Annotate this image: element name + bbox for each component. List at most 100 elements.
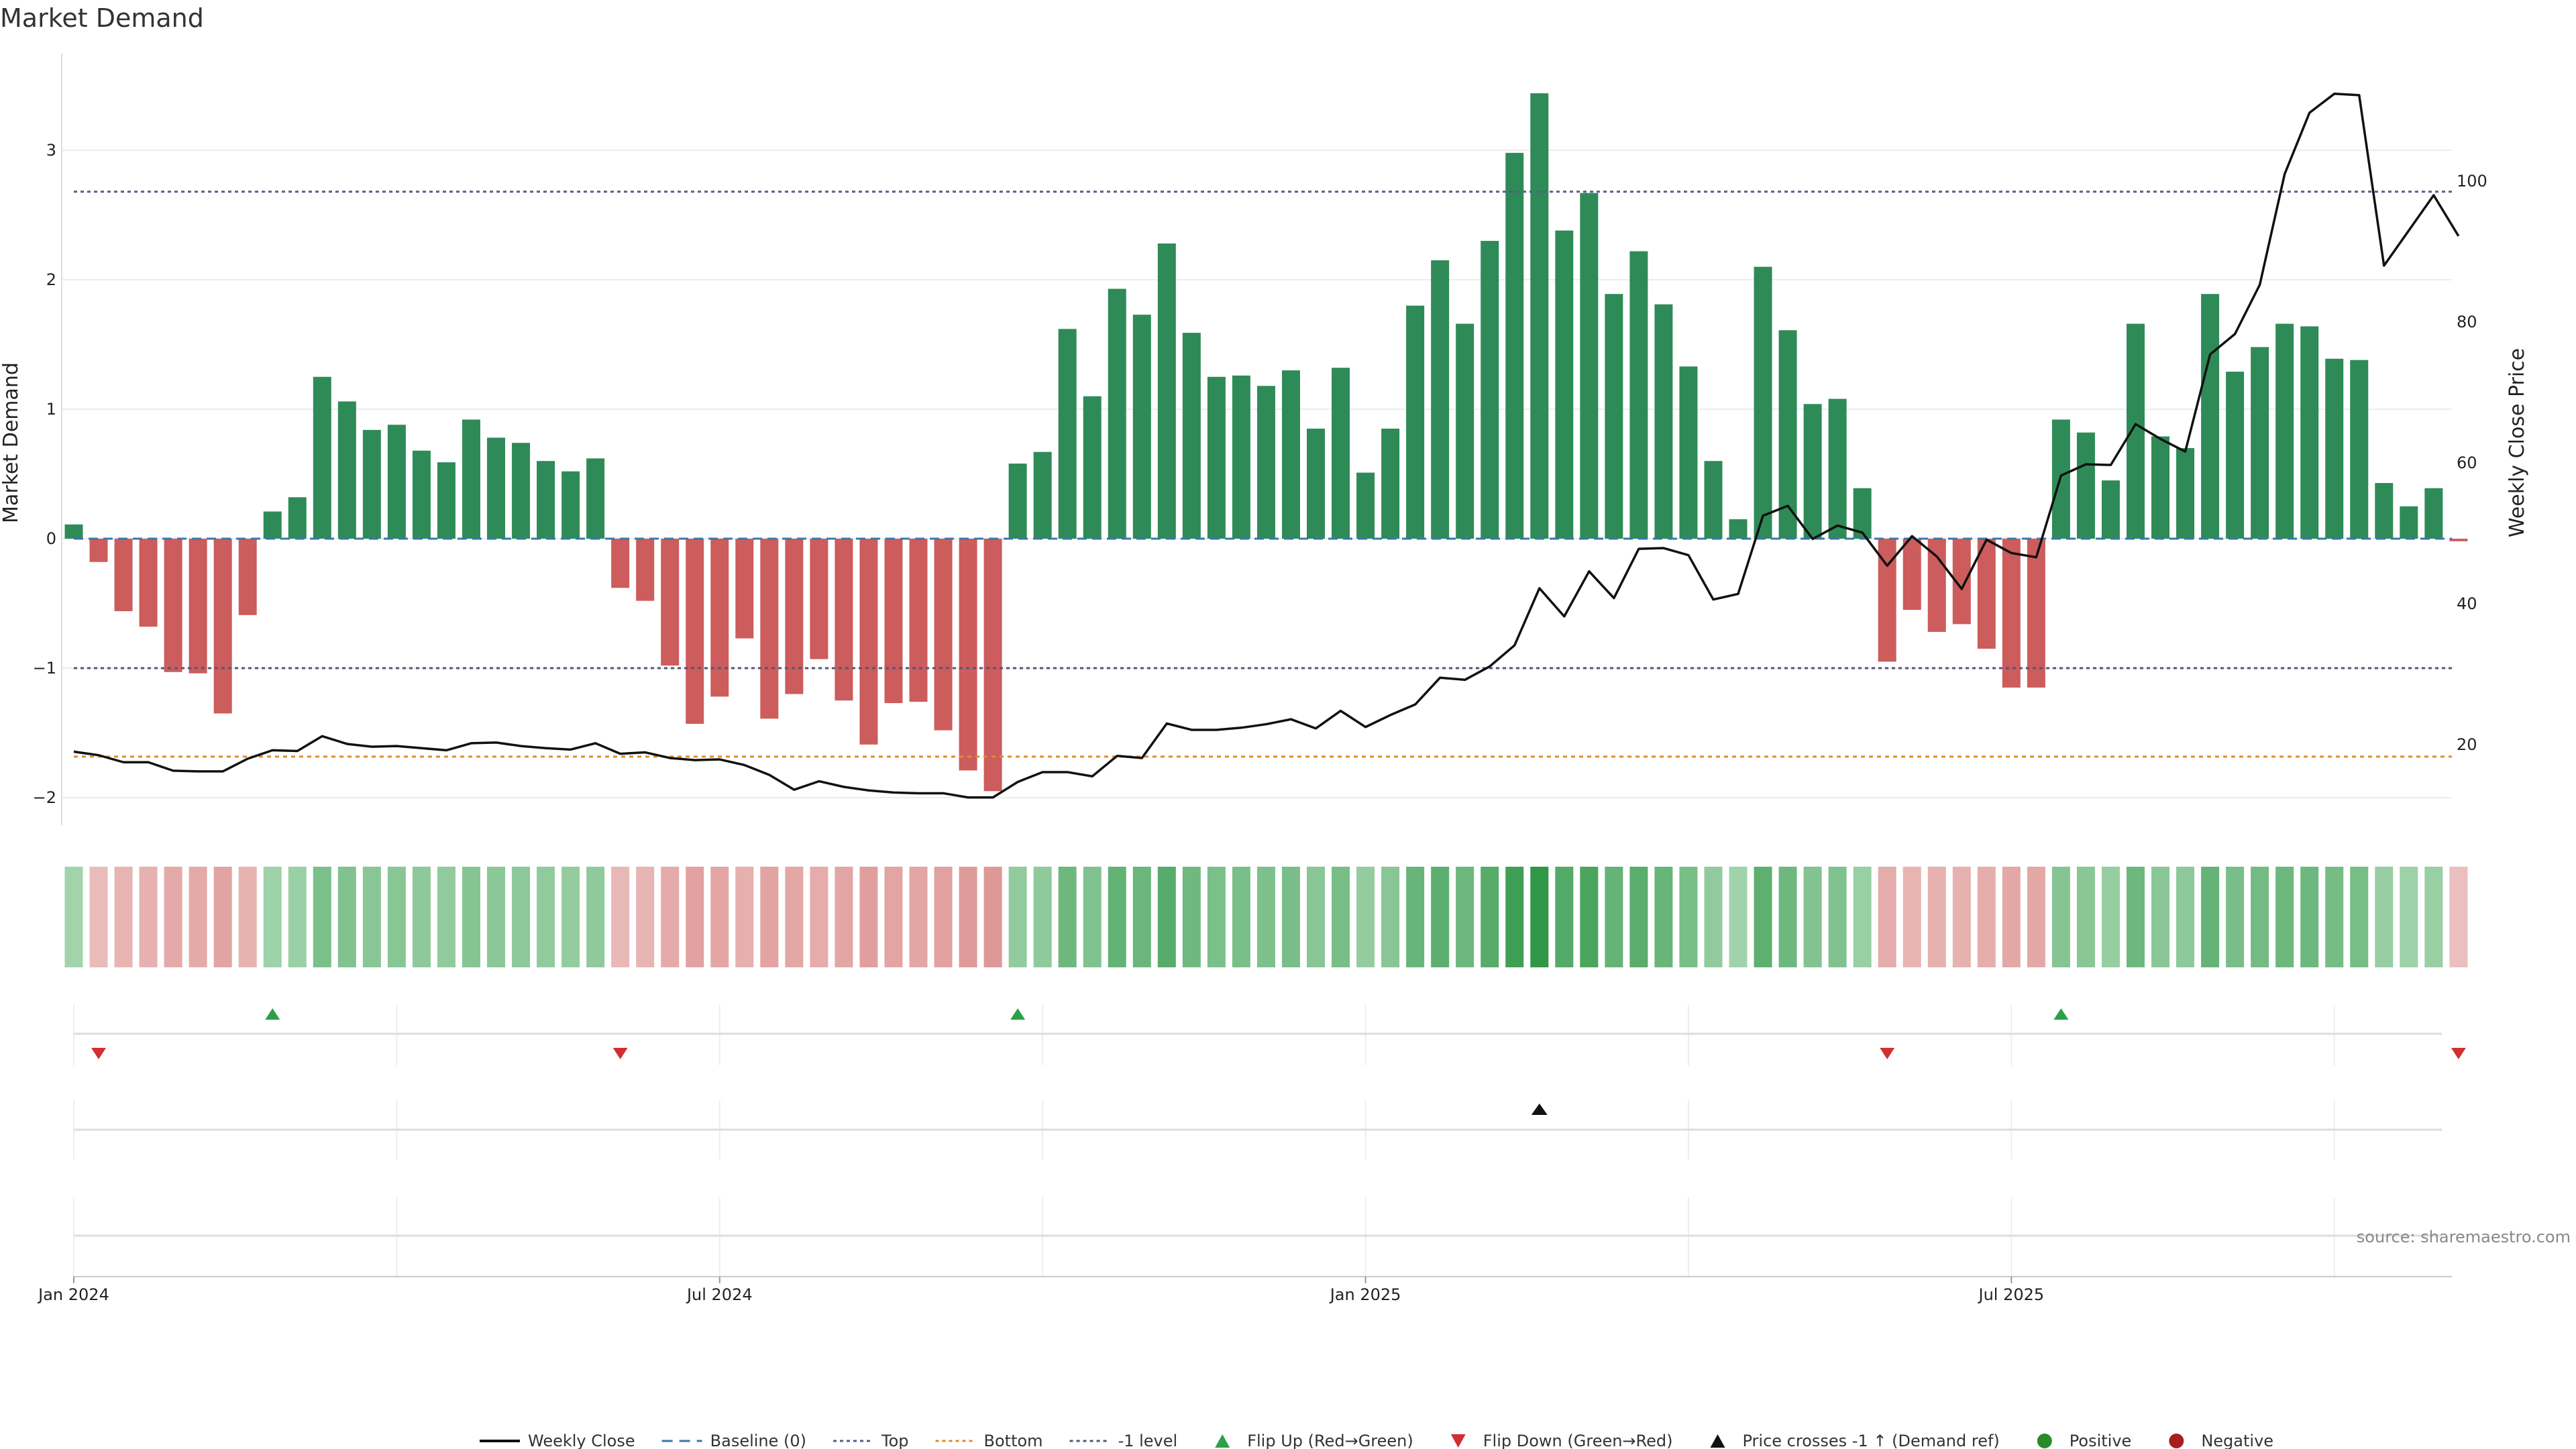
bar-negative — [213, 539, 232, 714]
bar-positive — [2325, 358, 2344, 539]
heat-cell — [2424, 867, 2443, 967]
sign-dot-panel — [73, 1197, 2452, 1278]
heat-cell — [810, 867, 828, 967]
heat-cell — [412, 867, 431, 967]
reference-lines — [74, 191, 2452, 758]
heat-cell — [512, 867, 531, 967]
heat-cell — [2375, 867, 2394, 967]
bar-negative — [859, 539, 878, 745]
heat-cell — [909, 867, 928, 967]
bar-positive — [2400, 506, 2418, 539]
legend: Weekly Close Baseline (0) Top Bottom -1 leve… — [480, 1432, 2273, 1449]
heat-cell — [1083, 867, 1102, 967]
legend-swatch-dot — [2037, 1434, 2052, 1448]
bar-negative — [884, 539, 903, 704]
bar-negative — [1927, 539, 1946, 632]
bar-positive — [1505, 152, 1524, 539]
bar-positive — [1828, 398, 1847, 539]
bar-negative — [1977, 539, 1996, 649]
heat-cell — [2126, 867, 2145, 967]
bar-positive — [1083, 396, 1102, 539]
bar-positive — [561, 471, 580, 539]
heat-cell — [362, 867, 381, 967]
bar-negative — [238, 539, 257, 615]
heat-cell — [983, 867, 1002, 967]
heat-cell — [760, 867, 779, 967]
bar-positive — [537, 461, 555, 539]
bar-negative — [89, 539, 108, 562]
legend-label: Baseline (0) — [710, 1432, 806, 1449]
right-tick-label: 40 — [2457, 594, 2477, 613]
heat-cell — [1058, 867, 1077, 967]
flip-up-marker — [1010, 1008, 1026, 1020]
flip-down-marker — [2451, 1048, 2466, 1059]
bar-positive — [1778, 330, 1797, 539]
x-tick-label: Jul 2024 — [686, 1285, 753, 1304]
heat-cell — [288, 867, 307, 967]
bar-positive — [586, 458, 605, 539]
heat-cell — [1232, 867, 1250, 967]
heat-cell — [164, 867, 182, 967]
legend-swatch-triangle-up — [1215, 1434, 1230, 1448]
bar-positive — [1381, 428, 1400, 539]
heat-cell — [1456, 867, 1474, 967]
heat-cell — [1977, 867, 1996, 967]
heat-cell — [2027, 867, 2045, 967]
legend-label: Bottom — [984, 1432, 1043, 1449]
right-tick-label: 20 — [2457, 735, 2477, 754]
legend-label: Negative — [2201, 1432, 2273, 1449]
heat-cell — [2201, 867, 2220, 967]
bar-positive — [313, 376, 331, 539]
bar-positive — [263, 511, 282, 539]
heat-cell — [1182, 867, 1201, 967]
legend-label: Weekly Close — [528, 1432, 635, 1449]
heat-cell — [1803, 867, 1822, 967]
heat-cell — [835, 867, 853, 967]
heat-cell — [2300, 867, 2319, 967]
x-tick-label: Jan 2025 — [1329, 1285, 1401, 1304]
heat-cell — [2226, 867, 2245, 967]
bar-positive — [2275, 323, 2294, 539]
bar-positive — [1033, 451, 1052, 539]
heat-cell — [2400, 867, 2418, 967]
bar-negative — [636, 539, 655, 601]
bar-positive — [1481, 241, 1499, 539]
x-tick-label: Jul 2025 — [1978, 1285, 2045, 1304]
heat-cell — [1654, 867, 1673, 967]
bar-positive — [2126, 323, 2145, 539]
heat-cell — [1281, 867, 1300, 967]
price-cross-panel — [73, 1100, 2442, 1159]
bar-negative — [959, 539, 977, 771]
heat-cell — [114, 867, 133, 967]
bar-positive — [1754, 266, 1772, 539]
heat-cell — [1530, 867, 1549, 967]
bar-positive — [1281, 370, 1300, 539]
bar-positive — [2375, 483, 2394, 539]
bar-positive — [362, 429, 381, 539]
heat-cell — [636, 867, 655, 967]
bar-positive — [2251, 347, 2269, 539]
heat-cell — [1729, 867, 1748, 967]
bar-positive — [1256, 386, 1275, 539]
heat-cell — [2176, 867, 2195, 967]
heat-cell — [89, 867, 108, 967]
heat-cell — [735, 867, 754, 967]
legend-item: Flip Down (Green→Red) — [1450, 1432, 1673, 1449]
bar-positive — [2424, 488, 2443, 539]
heat-cell — [537, 867, 555, 967]
heat-cell — [2350, 867, 2369, 967]
right-tick-label: 60 — [2457, 453, 2477, 472]
bar-positive — [1232, 375, 1250, 539]
heat-cell — [1332, 867, 1350, 967]
source-note: source: sharemaestro.com — [2357, 1228, 2571, 1246]
legend-swatch-triangle-down — [1450, 1434, 1466, 1448]
heat-cell — [661, 867, 680, 967]
legend-item: Negative — [2169, 1432, 2273, 1449]
bar-negative — [785, 539, 804, 694]
bar-positive — [1729, 519, 1748, 539]
heat-cell — [1256, 867, 1275, 967]
heat-cell — [189, 867, 207, 967]
left-tick-label: 3 — [46, 141, 56, 160]
flip-up-marker — [265, 1008, 280, 1020]
